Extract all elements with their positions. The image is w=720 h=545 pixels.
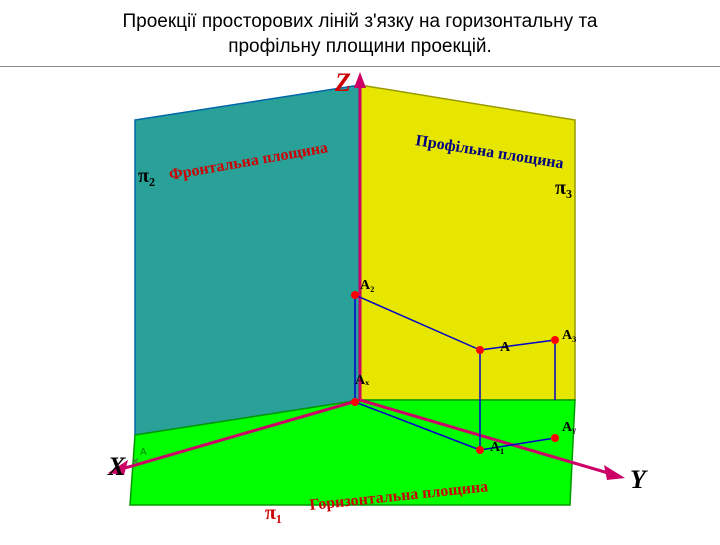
page-title: Проекції просторових ліній з'язку на гор…	[0, 10, 720, 59]
point-ay	[551, 434, 559, 442]
label-a2: A₂	[360, 278, 374, 294]
cross-mark: ×	[132, 454, 139, 468]
title-line1: Проекції просторових ліній з'язку на гор…	[122, 11, 597, 32]
label-ax: Aₓ	[355, 373, 369, 389]
z-arrow	[354, 72, 366, 88]
z-axis-label: Z	[335, 68, 351, 98]
y-axis-label: Y	[630, 465, 646, 495]
point-a1	[476, 446, 484, 454]
y-arrow	[604, 465, 625, 480]
label-a3: A₃	[562, 328, 576, 344]
label-a: A	[500, 340, 510, 356]
profile-plane	[360, 85, 575, 400]
label-ay: Aᵧ	[562, 420, 576, 436]
pi2-label: π₂	[138, 165, 155, 188]
projection-diagram: × A Фронтальна площина Профільна площина…	[0, 70, 720, 540]
horizontal-rule	[0, 66, 720, 67]
point-a3	[551, 336, 559, 344]
x-axis-label: X	[108, 452, 125, 482]
a-small: A	[140, 447, 147, 458]
label-a1: A₁	[490, 440, 504, 456]
title-line2: профільну площини проекцій.	[228, 36, 492, 57]
pi3-label: π₃	[555, 177, 572, 200]
pi1-label: π₁	[265, 502, 282, 525]
point-ax	[351, 398, 359, 406]
point-a	[476, 346, 484, 354]
point-a2	[351, 291, 359, 299]
frontal-plane	[135, 85, 360, 435]
